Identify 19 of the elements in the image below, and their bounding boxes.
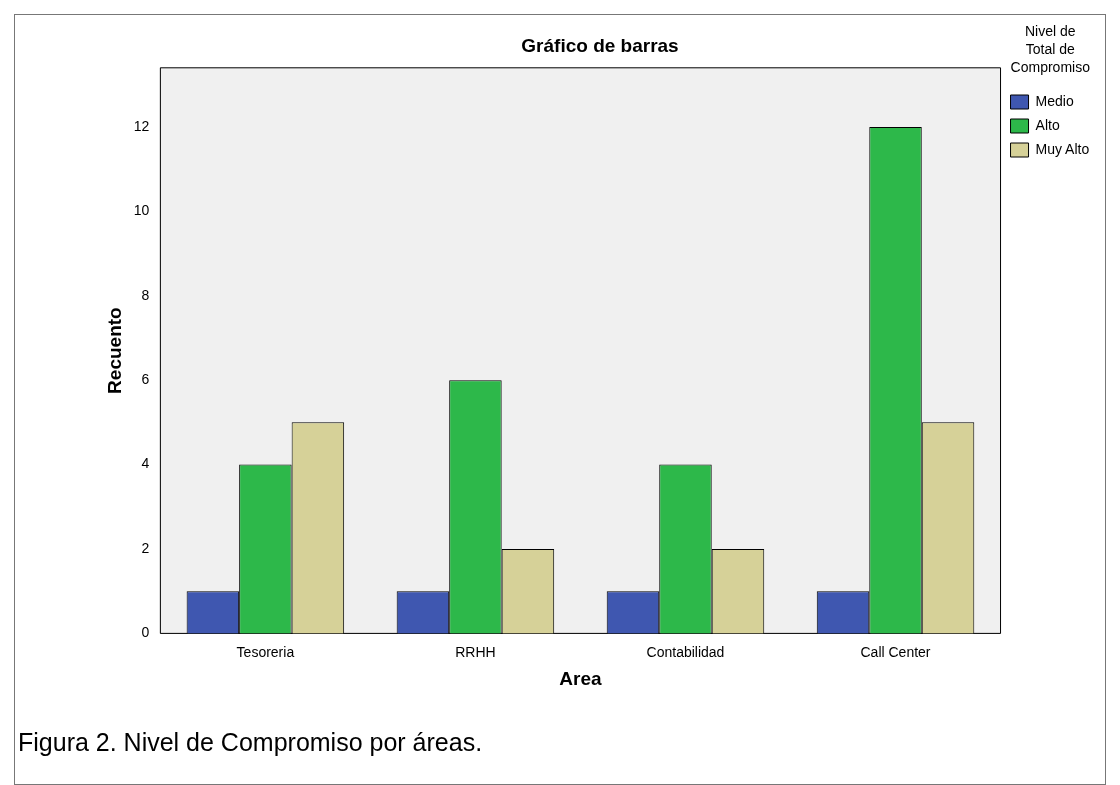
- x-tick-label: Tesoreria: [236, 643, 295, 660]
- y-tick-label: 0: [141, 624, 150, 641]
- y-tick-label: 4: [141, 455, 150, 472]
- y-tick-label: 10: [133, 202, 150, 219]
- y-tick-label: 2: [141, 539, 150, 556]
- x-tick-label: Call Center: [860, 643, 931, 660]
- chart-title: Gráfico de barras: [521, 34, 679, 56]
- legend-label: Muy Alto: [1035, 140, 1090, 157]
- legend-title: Nivel de Total de Compromiso: [1010, 22, 1091, 75]
- text: Figura 2. Nivel de Compromiso por áreas.: [18, 728, 483, 757]
- y-tick-label: 8: [141, 286, 150, 303]
- x-tick-label: Contabilidad: [646, 643, 725, 660]
- x-tick-label: RRHH: [455, 643, 496, 660]
- y-axis-title: Recuento: [103, 307, 125, 394]
- legend-label: Alto: [1035, 116, 1060, 133]
- legend-label: Medio: [1035, 92, 1074, 109]
- x-axis-title: Area: [559, 667, 603, 689]
- y-tick-label: 6: [141, 371, 150, 388]
- y-tick-label: 12: [133, 117, 150, 134]
